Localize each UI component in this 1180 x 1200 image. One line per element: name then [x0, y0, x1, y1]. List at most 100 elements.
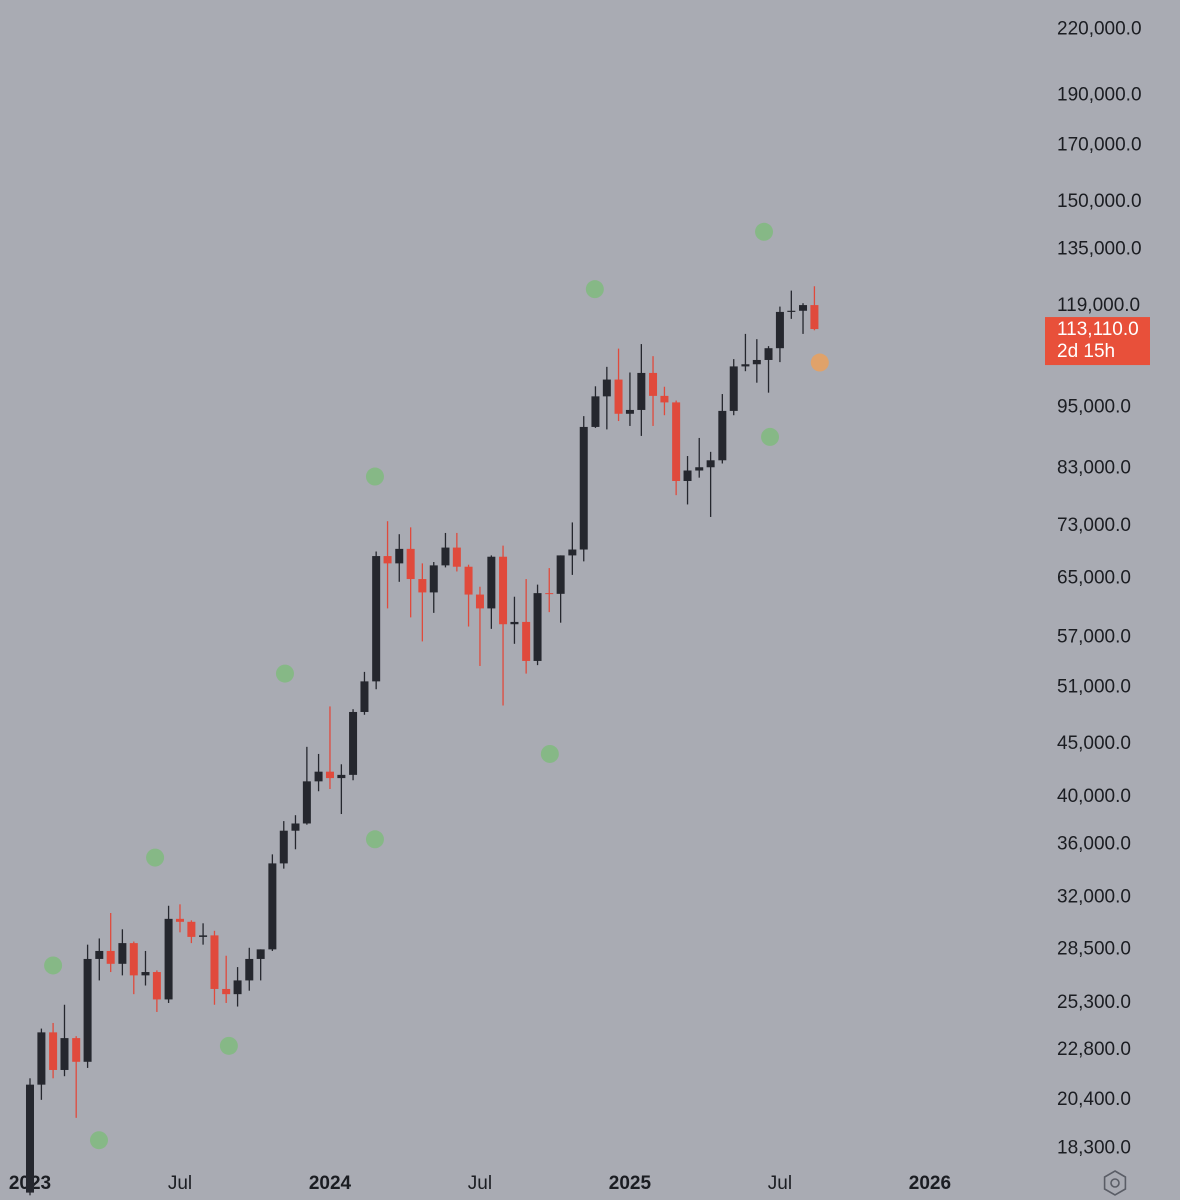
candle-body — [429, 565, 438, 593]
candle-body — [625, 409, 634, 414]
y-tick-label: 150,000.0 — [1057, 191, 1142, 212]
candle-body — [49, 1032, 58, 1070]
candle-body — [556, 555, 565, 594]
candle-body — [152, 972, 161, 1000]
settings-icon[interactable] — [1103, 1170, 1127, 1196]
candle-body — [175, 918, 184, 922]
candle-body — [787, 310, 796, 312]
candle-body — [25, 1084, 34, 1193]
y-tick-label: 20,400.0 — [1057, 1089, 1131, 1110]
y-tick-label: 73,000.0 — [1057, 515, 1131, 536]
candle-body — [395, 548, 404, 564]
candle-body — [487, 556, 496, 609]
price-label-box — [1045, 317, 1150, 366]
y-tick-label: 57,000.0 — [1057, 626, 1131, 647]
candle-body — [141, 972, 150, 976]
candle-body — [729, 366, 738, 411]
x-tick-label: 2024 — [309, 1173, 352, 1194]
candle-body — [475, 594, 484, 609]
candle-body — [591, 396, 600, 427]
candle-body — [118, 943, 127, 964]
candle-body — [579, 426, 588, 550]
candle-body — [95, 950, 104, 959]
candle-body — [545, 593, 554, 595]
y-tick-label: 220,000.0 — [1057, 19, 1142, 40]
x-tick-label: Jul — [768, 1173, 792, 1194]
candle-body — [210, 935, 219, 989]
candle-body — [452, 547, 461, 567]
marker-point — [761, 427, 780, 446]
candle-body — [256, 949, 265, 959]
candle-body — [233, 980, 242, 995]
candle-body — [199, 935, 208, 937]
candle-body — [291, 823, 300, 831]
candles — [25, 286, 819, 1196]
y-tick-label: 28,500.0 — [1057, 938, 1131, 959]
candle-body — [325, 771, 334, 779]
candle-body — [406, 548, 415, 580]
marker-point — [219, 1036, 238, 1055]
candle-body — [499, 556, 508, 625]
candle-body — [360, 681, 369, 712]
candle-body — [37, 1032, 46, 1085]
candle-body — [164, 918, 173, 1000]
countdown: 2d 15h — [1057, 341, 1115, 362]
candle-body — [533, 593, 542, 661]
marker-point — [365, 830, 384, 849]
candle-body — [649, 372, 658, 396]
y-tick-label: 51,000.0 — [1057, 677, 1131, 698]
candle-body — [510, 621, 519, 625]
candle-body — [810, 305, 819, 330]
x-tick-label: Jul — [468, 1173, 492, 1194]
candle-body — [637, 372, 646, 410]
marker-point — [540, 744, 559, 763]
candle-body — [268, 863, 277, 950]
y-tick-label: 83,000.0 — [1057, 457, 1131, 478]
candle-body — [718, 410, 727, 461]
candle-body — [522, 621, 531, 661]
y-tick-label: 119,000.0 — [1057, 295, 1140, 316]
marker-point — [585, 280, 604, 299]
y-tick-label: 22,800.0 — [1057, 1039, 1131, 1060]
marker-point — [810, 353, 829, 372]
candle-body — [752, 359, 761, 365]
candle-body — [245, 958, 254, 981]
marker-point — [146, 848, 165, 867]
y-tick-label: 95,000.0 — [1057, 397, 1131, 418]
y-tick-label: 36,000.0 — [1057, 833, 1131, 854]
marker-point — [89, 1131, 108, 1150]
y-tick-label: 40,000.0 — [1057, 786, 1131, 807]
candle-body — [302, 781, 311, 824]
candle-body — [187, 921, 196, 937]
x-tick-label: 2025 — [609, 1173, 652, 1194]
candle-body — [314, 771, 323, 782]
x-tick-label: 2026 — [909, 1173, 951, 1194]
candle-body — [337, 774, 346, 779]
y-tick-label: 25,300.0 — [1057, 992, 1131, 1013]
candle-body — [683, 470, 692, 481]
candle-body — [372, 556, 381, 682]
price-label: 113,110.0 — [1057, 319, 1139, 340]
candle-body — [279, 830, 288, 864]
x-tick-label: Jul — [168, 1173, 192, 1194]
candle-body — [464, 566, 473, 595]
candle-body — [72, 1038, 81, 1062]
candle-body — [568, 549, 577, 556]
candle-body — [799, 305, 808, 311]
y-tick-label: 135,000.0 — [1057, 238, 1142, 259]
y-tick-label: 170,000.0 — [1057, 135, 1142, 156]
marker-point — [755, 222, 774, 241]
candle-body — [614, 379, 623, 414]
candle-body — [764, 348, 773, 360]
candle-body — [672, 402, 681, 481]
marker-point — [44, 956, 63, 975]
candle-body — [695, 467, 704, 471]
candle-body — [741, 364, 750, 367]
candle-body — [106, 950, 115, 964]
candle-body — [706, 460, 715, 468]
candle-body — [60, 1038, 69, 1070]
candle-body — [349, 711, 358, 775]
candle-body — [660, 395, 669, 403]
candle-body — [222, 988, 231, 995]
